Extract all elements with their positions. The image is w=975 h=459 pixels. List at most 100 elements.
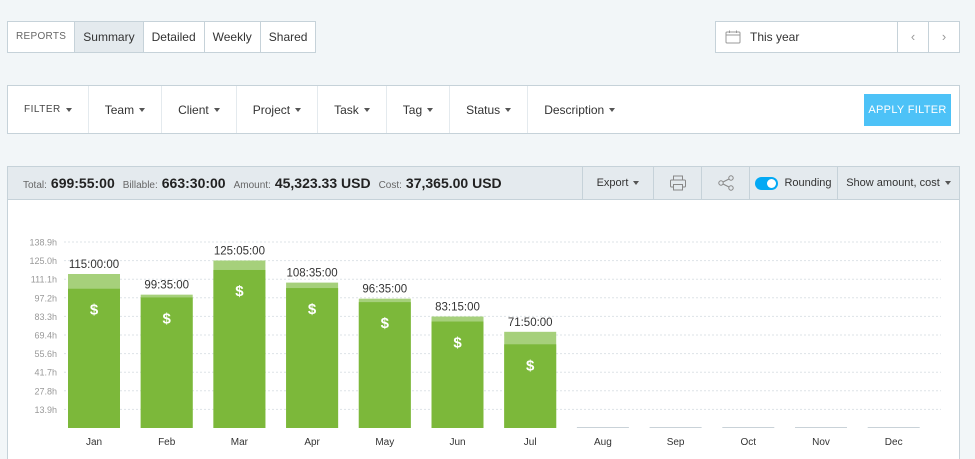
- share-button[interactable]: [701, 167, 749, 199]
- bar-billable: [504, 344, 557, 428]
- x-tick-label: Sep: [667, 437, 685, 448]
- date-range-picker: This year ‹ ›: [715, 21, 960, 53]
- x-tick-label: Mar: [231, 437, 249, 448]
- filter-description-label: Description: [544, 102, 605, 117]
- billable-value: 663:30:00: [161, 175, 226, 191]
- tab-shared[interactable]: Shared: [268, 30, 308, 44]
- bar-billable: [286, 288, 339, 428]
- share-icon: [717, 175, 734, 191]
- amount-value: 45,323.33 USD: [274, 175, 371, 191]
- filter-label: FILTER: [24, 104, 61, 115]
- bar-billable: [213, 269, 266, 428]
- x-tick-label: Nov: [812, 437, 830, 448]
- filter-task-label: Task: [334, 102, 359, 117]
- x-tick-label: Jun: [449, 437, 465, 448]
- print-icon: [669, 175, 686, 191]
- bar-data-label: 83:15:00: [435, 302, 480, 314]
- filter-menu[interactable]: FILTER: [8, 86, 89, 133]
- dollar-icon: $: [381, 315, 390, 332]
- caret-down-icon: [633, 181, 640, 185]
- tab-detailed[interactable]: Detailed: [144, 22, 205, 52]
- cost-value: 37,365.00 USD: [405, 175, 502, 191]
- total-value: 699:55:00: [50, 175, 115, 191]
- report-header: Total: 699:55:00 Billable: 663:30:00 Amo…: [7, 166, 960, 200]
- report-tabs: REPORTS Summary Detailed Weekly Shared: [7, 21, 317, 53]
- cost-label: Cost:: [378, 180, 402, 191]
- caret-down-icon: [944, 181, 951, 185]
- y-tick-label: 69.4h: [34, 331, 57, 341]
- date-next-button[interactable]: ›: [928, 22, 959, 52]
- caret-down-icon: [65, 107, 72, 112]
- hours-bar-chart: 13.9h 27.8h 41.7h 55.6h 69.4h 83.3h 97.2h 111.1…: [29, 238, 941, 448]
- caret-down-icon: [213, 107, 220, 112]
- y-tick-label: 111.1h: [31, 275, 57, 285]
- toggle-switch-icon: [755, 176, 779, 190]
- x-tick-label: Jul: [524, 437, 537, 448]
- y-tick-label: 83.3h: [34, 312, 57, 322]
- export-button[interactable]: Export: [582, 167, 653, 199]
- bar-data-label: 125:05:00: [214, 246, 265, 258]
- caret-down-icon: [295, 107, 302, 112]
- y-tick-label: 27.8h: [34, 386, 57, 396]
- dollar-icon: $: [453, 335, 462, 352]
- filter-team[interactable]: Team: [89, 86, 163, 133]
- show-amount-dropdown[interactable]: Show amount, cost: [837, 167, 959, 199]
- export-label: Export: [596, 177, 629, 189]
- y-tick-label: 55.6h: [34, 349, 57, 359]
- filter-task[interactable]: Task: [318, 86, 387, 133]
- dollar-icon: $: [526, 357, 535, 374]
- filter-client-label: Client: [178, 102, 209, 117]
- x-tick-label: Dec: [885, 437, 903, 448]
- total-label: Total:: [23, 180, 47, 191]
- print-button[interactable]: [653, 167, 701, 199]
- billable-label: Billable:: [122, 180, 158, 191]
- dollar-icon: $: [163, 310, 172, 327]
- caret-down-icon: [139, 107, 146, 112]
- x-tick-label: Aug: [594, 437, 612, 448]
- filter-status-label: Status: [466, 102, 501, 117]
- filter-description[interactable]: Description: [528, 86, 631, 133]
- y-tick-label: 41.7h: [34, 368, 57, 378]
- caret-down-icon: [427, 107, 434, 112]
- bar-data-label: 115:00:00: [69, 259, 119, 271]
- bar-billable: [68, 288, 120, 428]
- date-prev-button[interactable]: ‹: [897, 22, 928, 52]
- filter-team-label: Team: [104, 102, 135, 117]
- caret-down-icon: [505, 107, 512, 112]
- tab-reports[interactable]: REPORTS: [8, 22, 76, 52]
- y-tick-label: 125.0h: [29, 256, 57, 266]
- bar-billable: [140, 297, 193, 428]
- x-tick-label: Feb: [158, 437, 176, 448]
- report-totals: Total: 699:55:00 Billable: 663:30:00 Amo…: [8, 175, 582, 191]
- filter-status[interactable]: Status: [450, 86, 529, 133]
- bar-data-label: 71:50:00: [508, 317, 553, 329]
- calendar-icon: [725, 30, 741, 44]
- dollar-icon: $: [308, 301, 317, 318]
- y-tick-label: 138.9h: [29, 238, 57, 248]
- filter-tag[interactable]: Tag: [387, 86, 451, 133]
- bar-data-label: 99:35:00: [144, 280, 189, 292]
- amount-label: Amount:: [233, 180, 271, 191]
- bar-data-label: 96:35:00: [362, 284, 407, 296]
- dollar-icon: $: [235, 283, 244, 300]
- filter-project[interactable]: Project: [237, 86, 319, 133]
- bar-billable: [431, 321, 484, 428]
- date-range-button[interactable]: This year: [716, 22, 897, 52]
- apply-filter-button[interactable]: APPLY FILTER: [864, 94, 951, 126]
- x-tick-label: Apr: [304, 437, 320, 448]
- bar-data-label: 108:35:00: [287, 268, 338, 280]
- show-amount-label: Show amount, cost: [846, 177, 940, 189]
- date-range-label: This year: [750, 30, 800, 44]
- rounding-toggle[interactable]: Rounding: [749, 167, 837, 199]
- filter-client[interactable]: Client: [162, 86, 237, 133]
- filter-project-label: Project: [252, 102, 291, 117]
- tab-summary[interactable]: Summary: [75, 22, 144, 52]
- tab-weekly[interactable]: Weekly: [205, 22, 261, 52]
- chart-container: 13.9h 27.8h 41.7h 55.6h 69.4h 83.3h 97.2h 111.1…: [7, 200, 960, 459]
- filter-bar: FILTER Team Client Project Task Tag Stat…: [7, 85, 960, 134]
- x-tick-label: Jan: [86, 437, 102, 448]
- dollar-icon: $: [90, 302, 99, 319]
- y-tick-label: 97.2h: [34, 293, 57, 303]
- x-tick-label: May: [375, 437, 394, 448]
- x-tick-label: Oct: [741, 437, 757, 448]
